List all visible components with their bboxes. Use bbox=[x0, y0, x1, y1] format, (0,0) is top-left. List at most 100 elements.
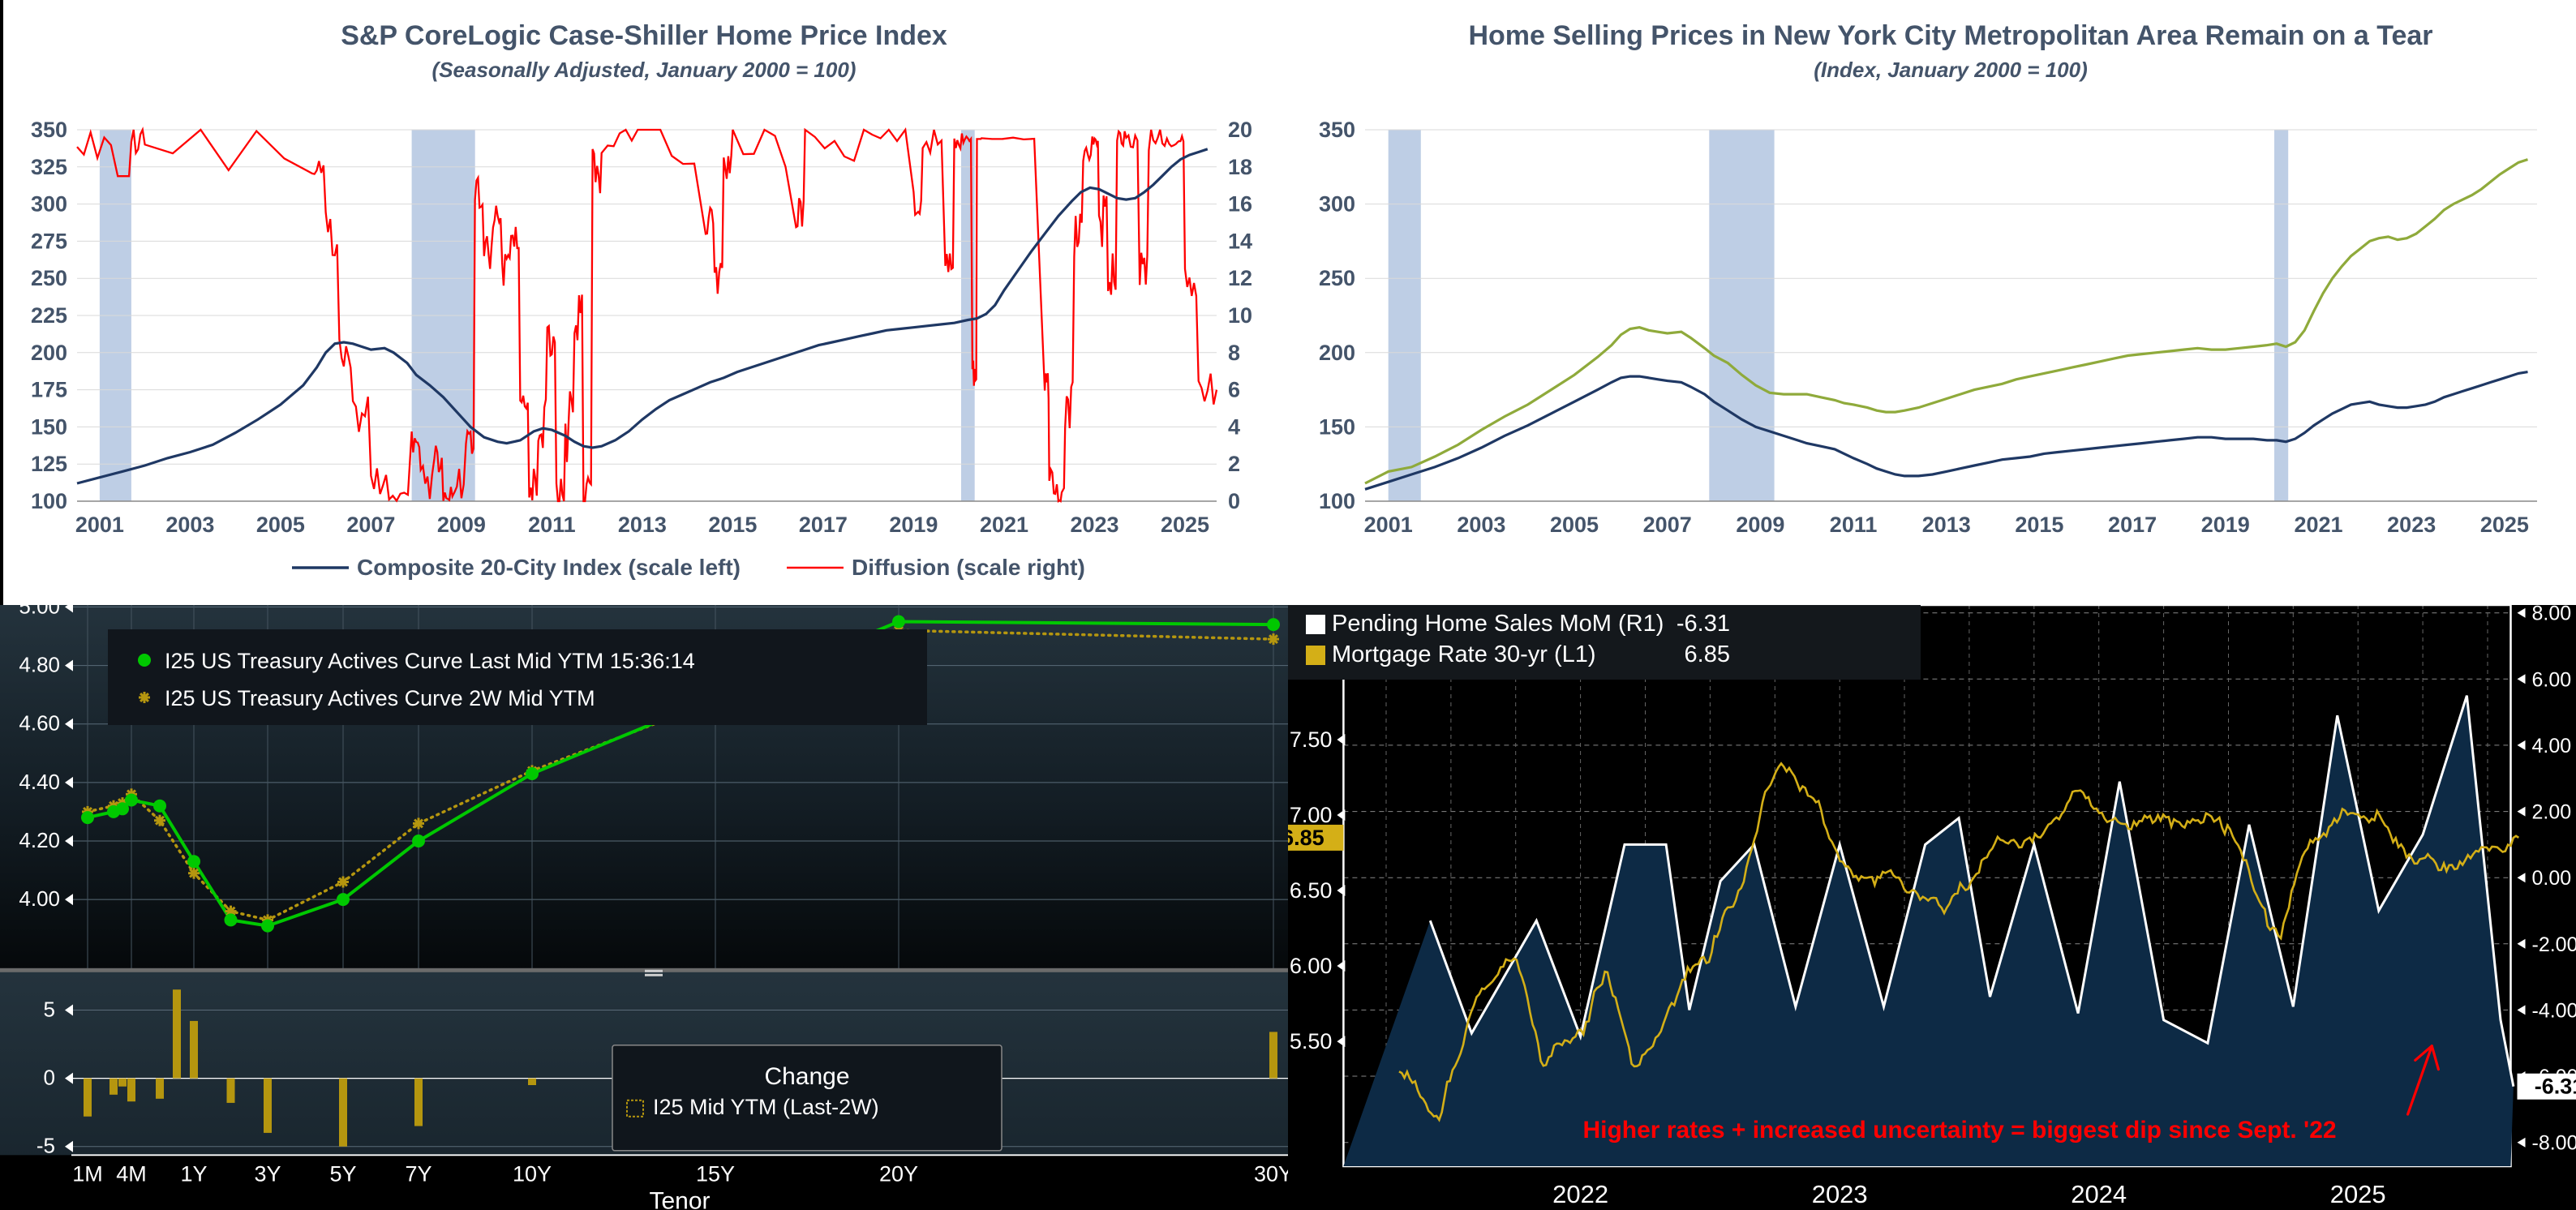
svg-text:150: 150 bbox=[31, 414, 67, 439]
svg-text:300: 300 bbox=[1319, 192, 1355, 217]
svg-text:4.00: 4.00 bbox=[19, 886, 60, 911]
svg-text:8.00: 8.00 bbox=[2532, 605, 2572, 625]
svg-text:8: 8 bbox=[1228, 341, 1240, 365]
svg-text:14: 14 bbox=[1228, 229, 1252, 253]
svg-text:2025: 2025 bbox=[1161, 513, 1209, 537]
svg-text:2025: 2025 bbox=[2480, 513, 2529, 537]
svg-text:Pending Home Sales MoM (R1): Pending Home Sales MoM (R1) bbox=[1332, 611, 1664, 637]
svg-text:-6.31: -6.31 bbox=[2535, 1075, 2576, 1099]
svg-text:-2.00: -2.00 bbox=[2532, 933, 2576, 956]
svg-text:2.00: 2.00 bbox=[2532, 801, 2572, 824]
svg-text:2019: 2019 bbox=[889, 513, 938, 537]
svg-text:6.85: 6.85 bbox=[1685, 641, 1730, 667]
svg-text:5Y: 5Y bbox=[329, 1161, 356, 1186]
svg-text:Higher rates + increased uncer: Higher rates + increased uncertainty = b… bbox=[1582, 1117, 2336, 1143]
svg-text:100: 100 bbox=[1319, 489, 1355, 513]
svg-text:4.20: 4.20 bbox=[19, 828, 60, 852]
svg-text:2003: 2003 bbox=[1457, 513, 1505, 537]
svg-text:4.60: 4.60 bbox=[19, 711, 60, 736]
svg-text:2007: 2007 bbox=[346, 513, 395, 537]
svg-text:2021: 2021 bbox=[980, 513, 1028, 537]
svg-text:Mortgage Rate 30-yr (L1): Mortgage Rate 30-yr (L1) bbox=[1332, 641, 1596, 667]
svg-text:2023: 2023 bbox=[2387, 513, 2436, 537]
svg-text:200: 200 bbox=[31, 341, 67, 365]
svg-text:20: 20 bbox=[1228, 118, 1252, 142]
svg-text:325: 325 bbox=[31, 155, 67, 179]
svg-text:250: 250 bbox=[31, 266, 67, 290]
svg-text:100: 100 bbox=[31, 489, 67, 513]
svg-text:30Y: 30Y bbox=[1254, 1161, 1288, 1186]
svg-text:Diffusion (scale right): Diffusion (scale right) bbox=[852, 555, 1085, 580]
svg-text:2011: 2011 bbox=[528, 513, 576, 537]
svg-text:-5: -5 bbox=[36, 1134, 55, 1158]
svg-text:350: 350 bbox=[1319, 118, 1355, 142]
svg-text:2005: 2005 bbox=[1550, 513, 1599, 537]
svg-text:0: 0 bbox=[44, 1066, 55, 1090]
svg-text:2025: 2025 bbox=[2330, 1180, 2386, 1208]
svg-text:150: 150 bbox=[1319, 414, 1355, 439]
svg-text:15Y: 15Y bbox=[696, 1161, 735, 1186]
svg-text:2011: 2011 bbox=[1830, 513, 1878, 537]
svg-text:2023: 2023 bbox=[1070, 513, 1118, 537]
svg-text:(Index, January 2000 = 100): (Index, January 2000 = 100) bbox=[1814, 58, 2087, 82]
svg-text:10Y: 10Y bbox=[513, 1161, 552, 1186]
svg-text:Composite 20-City Index (scale: Composite 20-City Index (scale left) bbox=[357, 555, 741, 580]
svg-text:125: 125 bbox=[31, 452, 67, 476]
svg-text:0.00: 0.00 bbox=[2532, 867, 2572, 890]
svg-text:-8.00: -8.00 bbox=[2532, 1132, 2576, 1155]
svg-text:(Seasonally Adjusted, January: (Seasonally Adjusted, January 2000 = 100… bbox=[432, 58, 857, 82]
svg-text:6.50: 6.50 bbox=[1290, 878, 1333, 903]
svg-text:-6.31: -6.31 bbox=[1677, 611, 1730, 637]
svg-text:4M: 4M bbox=[116, 1161, 147, 1186]
svg-text:175: 175 bbox=[31, 378, 67, 402]
svg-text:300: 300 bbox=[31, 192, 67, 217]
svg-text:20Y: 20Y bbox=[879, 1161, 918, 1186]
svg-text:2003: 2003 bbox=[165, 513, 214, 537]
svg-text:2013: 2013 bbox=[618, 513, 667, 537]
svg-text:10: 10 bbox=[1228, 303, 1252, 328]
svg-text:2009: 2009 bbox=[1736, 513, 1784, 537]
svg-text:6: 6 bbox=[1228, 378, 1240, 402]
svg-text:2017: 2017 bbox=[799, 513, 848, 537]
svg-text:2021: 2021 bbox=[2294, 513, 2342, 537]
svg-text:6.00: 6.00 bbox=[1290, 954, 1333, 978]
svg-text:2023: 2023 bbox=[1812, 1180, 1868, 1208]
svg-text:Change: Change bbox=[764, 1063, 849, 1090]
svg-text:4: 4 bbox=[1228, 414, 1240, 439]
svg-text:6.00: 6.00 bbox=[2532, 668, 2572, 691]
svg-text:2007: 2007 bbox=[1643, 513, 1692, 537]
svg-text:2017: 2017 bbox=[2108, 513, 2157, 537]
svg-text:350: 350 bbox=[31, 118, 67, 142]
svg-text:Tenor: Tenor bbox=[649, 1187, 710, 1210]
svg-text:2001: 2001 bbox=[75, 513, 124, 537]
svg-text:I25 US Treasury Actives Curve: I25 US Treasury Actives Curve 2W Mid YTM bbox=[165, 686, 595, 710]
svg-text:2013: 2013 bbox=[1922, 513, 1971, 537]
svg-text:7Y: 7Y bbox=[405, 1161, 431, 1186]
svg-text:-4.00: -4.00 bbox=[2532, 999, 2576, 1022]
svg-text:S&P CoreLogic Case-Shiller Hom: S&P CoreLogic Case-Shiller Home Price In… bbox=[341, 20, 947, 51]
svg-text:3Y: 3Y bbox=[254, 1161, 281, 1186]
svg-text:6.85: 6.85 bbox=[1288, 826, 1324, 850]
svg-text:2: 2 bbox=[1228, 452, 1240, 476]
svg-text:250: 250 bbox=[1319, 266, 1355, 290]
svg-text:2005: 2005 bbox=[256, 513, 305, 537]
svg-text:7.00: 7.00 bbox=[1290, 803, 1333, 827]
svg-text:4.40: 4.40 bbox=[19, 770, 60, 794]
svg-text:2019: 2019 bbox=[2201, 513, 2250, 537]
svg-text:2009: 2009 bbox=[437, 513, 486, 537]
svg-text:2022: 2022 bbox=[1552, 1180, 1608, 1208]
svg-text:5.50: 5.50 bbox=[1290, 1029, 1333, 1053]
svg-text:4.80: 4.80 bbox=[19, 653, 60, 677]
svg-text:275: 275 bbox=[31, 229, 67, 253]
svg-text:200: 200 bbox=[1319, 341, 1355, 365]
svg-text:2024: 2024 bbox=[2071, 1180, 2127, 1208]
svg-text:4.00: 4.00 bbox=[2532, 735, 2572, 757]
svg-text:2001: 2001 bbox=[1364, 513, 1413, 537]
svg-text:7.50: 7.50 bbox=[1290, 727, 1333, 752]
svg-text:1M: 1M bbox=[72, 1161, 103, 1186]
svg-text:I25 US Treasury Actives Curve: I25 US Treasury Actives Curve Last Mid Y… bbox=[165, 649, 695, 673]
svg-text:0: 0 bbox=[1228, 489, 1240, 513]
svg-text:5: 5 bbox=[44, 998, 55, 1022]
svg-text:16: 16 bbox=[1228, 192, 1252, 217]
svg-text:12: 12 bbox=[1228, 266, 1252, 290]
